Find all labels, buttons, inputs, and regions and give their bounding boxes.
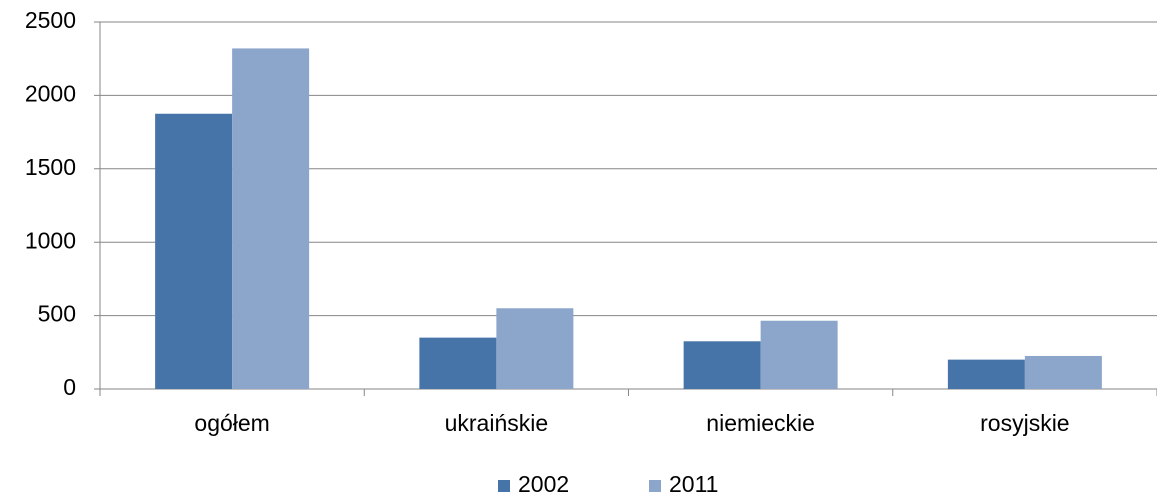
y-tick-label: 2500 [25,7,76,33]
x-tick-label: ukraińskie [445,410,549,436]
bar [496,308,574,389]
legend-label: 2011 [669,471,718,496]
bar [419,337,497,389]
bar [947,359,1025,389]
bar [155,113,233,389]
bar [1024,355,1102,389]
bar [683,341,761,389]
legend-label: 2002 [518,471,569,496]
x-tick-label: niemieckie [706,410,815,436]
y-tick-label: 1000 [25,227,76,253]
y-tick-label: 2000 [25,80,76,106]
bar [232,48,310,389]
y-tick-label: 0 [63,374,76,400]
legend-swatch [649,480,661,492]
y-tick-label: 500 [38,301,76,327]
legend-swatch [498,480,510,492]
x-tick-label: ogółem [194,410,269,436]
y-tick-label: 1500 [25,154,76,180]
x-tick-label: rosyjskie [980,410,1069,436]
bar [760,320,838,389]
